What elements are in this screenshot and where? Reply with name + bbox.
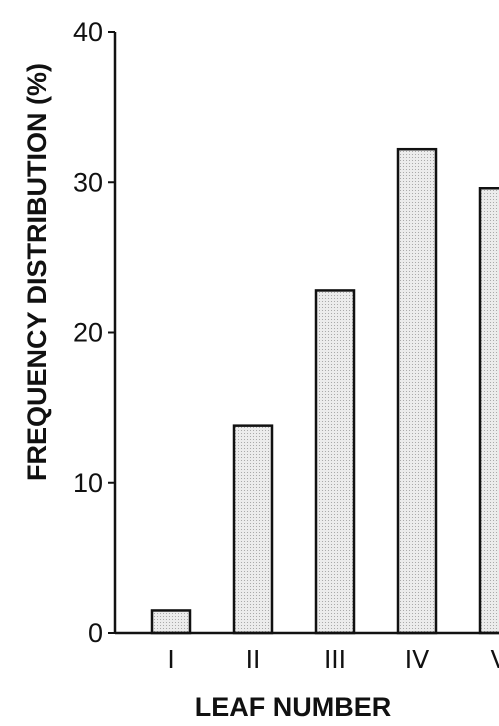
bar-v <box>478 187 499 635</box>
x-tick-label: IV <box>405 645 429 674</box>
y-tick-label: 10 <box>73 468 103 498</box>
y-tick-label: 20 <box>73 318 103 348</box>
bar-i <box>150 609 192 635</box>
y-tick-label: 0 <box>88 618 103 648</box>
x-tick-label: II <box>246 645 261 674</box>
y-tick-label: 30 <box>73 167 103 197</box>
x-tick-label: V <box>490 645 499 674</box>
bar-ii <box>232 424 274 635</box>
bar-iii <box>314 289 356 635</box>
x-tick-label: III <box>324 645 346 674</box>
x-axis-title: LEAF NUMBER <box>195 692 392 722</box>
y-axis: 0 10 20 30 40 <box>73 17 117 648</box>
bar-iv <box>396 147 438 635</box>
y-axis-title: FREQUENCY DISTRIBUTION (%) <box>22 63 52 481</box>
bars <box>150 147 499 635</box>
y-tick-label: 40 <box>73 17 103 47</box>
x-tick-label: I <box>167 645 174 674</box>
x-axis: IIIIIIIVV <box>115 631 499 674</box>
